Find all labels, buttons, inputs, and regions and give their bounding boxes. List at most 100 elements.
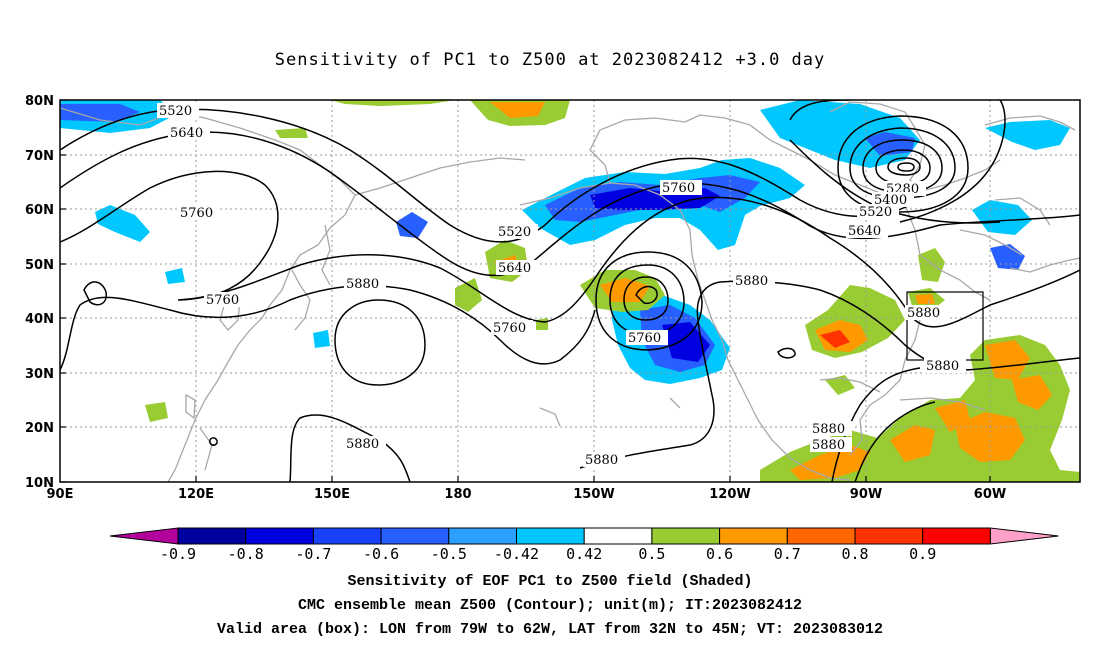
lon-label: 120W — [709, 487, 750, 502]
contour-5880-closed-high — [334, 299, 426, 386]
shaded-sensitivity — [60, 100, 1080, 482]
svg-text:5880: 5880 — [812, 422, 845, 437]
colorbar-swatch — [448, 527, 517, 545]
colorbar-swatch — [245, 527, 314, 545]
contour-5760-closed-low-1 — [623, 276, 669, 321]
contour-label: 5880 — [905, 305, 947, 321]
svg-text:5520: 5520 — [159, 104, 192, 119]
colorbar-label: -0.42 — [494, 545, 539, 563]
svg-text:5880: 5880 — [346, 437, 379, 452]
svg-text:5880: 5880 — [926, 359, 959, 374]
svg-text:5880: 5880 — [812, 438, 845, 453]
contour-5760-west — [60, 170, 279, 301]
contour-label: 5880 — [583, 452, 625, 468]
lon-label: 120E — [178, 487, 214, 502]
caption-line-2: CMC ensemble mean Z500 (Contour); unit(m… — [297, 597, 803, 614]
contour-5520 — [60, 108, 911, 243]
map-frame — [59, 99, 1081, 483]
colorbar-low-arrow — [109, 527, 179, 545]
colorbar-label: -0.9 — [160, 545, 196, 563]
colorbar-swatch — [786, 527, 856, 545]
contour-5880-subtropical — [60, 284, 596, 371]
lon-label: 60W — [974, 487, 1006, 502]
colorbar-label: -0.5 — [431, 545, 467, 563]
map-title: Sensitivity of PC1 to Z500 at 2023082412… — [274, 50, 826, 70]
longitude-labels: 90E 120E 150E 180 150W 120W 90W 60W — [47, 487, 1007, 502]
svg-text:5880: 5880 — [346, 277, 379, 292]
colorbar-swatch — [719, 527, 788, 545]
colorbar-label: 0.6 — [706, 545, 733, 563]
colorbar-swatch — [922, 527, 991, 545]
svg-text:5640: 5640 — [498, 261, 531, 276]
contour-label: 5760 — [626, 330, 668, 346]
lat-label: 70N — [25, 149, 54, 164]
colorbar-swatch — [312, 527, 382, 545]
caption-line-3: Valid area (box): LON from 79W to 62W, L… — [216, 621, 884, 638]
svg-text:5640: 5640 — [848, 224, 881, 239]
contour-label: 5880 — [344, 436, 386, 452]
contour-label: 5520 — [496, 224, 538, 240]
colorbar-swatch — [854, 527, 924, 545]
contour-label: 5760 — [178, 205, 220, 221]
contour-label: 5880 — [733, 273, 775, 289]
contour-label: 5760 — [491, 320, 533, 336]
shade-blue-siberia — [95, 205, 150, 242]
svg-text:5880: 5880 — [907, 306, 940, 321]
colorbar-label: 0.9 — [909, 545, 936, 563]
shade-blue-greenland — [760, 100, 920, 168]
axis-ticks — [60, 99, 991, 483]
contour-label: 5640 — [496, 260, 538, 276]
colorbar-swatch — [583, 527, 653, 545]
latitude-labels: 80N 70N 60N 50N 40N 30N 20N 10N — [25, 94, 54, 491]
svg-text:5880: 5880 — [585, 453, 618, 468]
lat-label: 80N — [25, 94, 54, 109]
colorbar-label: -0.6 — [363, 545, 399, 563]
contour-labels: 5520 5640 5760 5760 5880 5880 5520 5640 … — [157, 103, 966, 468]
contour-label: 5880 — [924, 358, 966, 374]
contour-5760-east-low — [635, 285, 658, 305]
contour-label: 5520 — [857, 204, 899, 220]
lon-label: 90E — [47, 487, 74, 502]
contour-label: 5760 — [204, 292, 246, 308]
svg-text:5520: 5520 — [859, 205, 892, 220]
colorbar-label: 0.8 — [841, 545, 868, 563]
contour-label: 5880 — [344, 276, 386, 292]
lat-label: 30N — [25, 367, 54, 382]
contour-5880-inner — [854, 401, 936, 482]
caption-line-1: Sensitivity of EOF PC1 to Z500 field (Sh… — [347, 573, 753, 590]
lat-label: 10N — [25, 476, 54, 491]
colorbar-label: -0.7 — [295, 545, 331, 563]
colorbar-swatch — [177, 527, 247, 545]
colorbar-swatch — [516, 527, 585, 545]
colorbar-swatch — [380, 527, 450, 545]
colorbar-high-arrow — [989, 527, 1059, 545]
colorbar-label: 0.42 — [566, 545, 602, 563]
svg-text:5640: 5640 — [170, 126, 203, 141]
contour-5880-subtropical-ridge — [831, 367, 921, 482]
contour-5880-low-ring — [595, 251, 703, 351]
contour-label: 5640 — [168, 125, 210, 141]
svg-text:5760: 5760 — [662, 181, 695, 196]
lon-label: 90W — [850, 487, 882, 502]
lat-label: 60N — [25, 203, 54, 218]
colorbar-labels: -0.9 -0.8 -0.7 -0.6 -0.5 -0.42 0.42 0.5 0.6 0.7 0.… — [160, 545, 936, 563]
lon-label: 150E — [314, 487, 350, 502]
colorbar-label: 0.7 — [774, 545, 801, 563]
contour-label: 5520 — [157, 103, 199, 119]
svg-text:5760: 5760 — [628, 331, 661, 346]
colorbar-label: 0.5 — [638, 545, 665, 563]
svg-text:5880: 5880 — [735, 274, 768, 289]
contour-label: 5760 — [660, 180, 702, 196]
lat-label: 40N — [25, 312, 54, 327]
colorbar-label: -0.8 — [228, 545, 264, 563]
contour-label: 5640 — [846, 223, 888, 239]
colorbar-swatch — [651, 527, 721, 545]
svg-text:5760: 5760 — [493, 321, 526, 336]
lat-label: 50N — [25, 258, 54, 273]
contour-label: 5880 — [810, 437, 852, 453]
lon-label: 150W — [573, 487, 614, 502]
lat-label: 20N — [25, 421, 54, 436]
colorbar — [109, 527, 1059, 545]
svg-text:5760: 5760 — [180, 206, 213, 221]
